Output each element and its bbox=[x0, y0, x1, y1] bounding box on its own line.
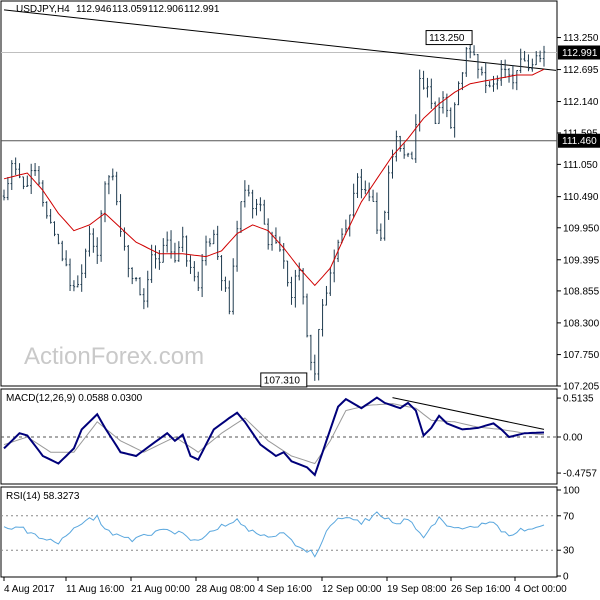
high-annotation-label: 113.250 bbox=[429, 33, 465, 44]
x-tick-label: 4 Sep 16:00 bbox=[258, 584, 312, 595]
ohlc-close: 112.991 bbox=[184, 4, 220, 15]
rsi-tick-label: 0 bbox=[563, 572, 569, 583]
price-tick-label: 107.750 bbox=[563, 350, 600, 361]
x-tick-label: 21 Aug 00:00 bbox=[131, 584, 190, 595]
support-level-tag bbox=[558, 133, 600, 148]
price-tick-label: 110.490 bbox=[563, 192, 599, 203]
x-tick-label: 19 Sep 08:00 bbox=[387, 584, 447, 595]
macd-line bbox=[3, 396, 545, 477]
rsi-line bbox=[3, 511, 545, 558]
x-tick-label: 4 Aug 2017 bbox=[4, 584, 55, 595]
current-price-tag bbox=[558, 45, 600, 60]
price-tick-label: 113.250 bbox=[563, 33, 599, 44]
price-tick-label: 112.695 bbox=[563, 65, 599, 76]
candles bbox=[2, 43, 546, 381]
rsi-panel: 100 70 30 0 bbox=[1, 486, 580, 583]
resistance-trendline bbox=[3, 9, 557, 71]
macd-tick-label: -0.4757 bbox=[563, 469, 597, 480]
low-annotation-label: 107.310 bbox=[264, 375, 301, 386]
rsi-panel-frame bbox=[0, 486, 558, 578]
x-tick-label: 11 Aug 16:00 bbox=[66, 584, 125, 595]
rsi-panel-title: RSI(14) 58.3273 bbox=[6, 491, 80, 502]
rsi-tick-label: 30 bbox=[563, 546, 575, 557]
price-tick-label: 112.140 bbox=[563, 97, 599, 108]
current-price-label: 112.991 bbox=[562, 48, 598, 59]
watermark: ActionForex.com bbox=[24, 343, 204, 370]
price-panel: 113.250112.695112.140111.595111.050110.4… bbox=[1, 9, 600, 393]
price-tick-label: 109.950 bbox=[563, 223, 600, 234]
price-tick-label: 107.205 bbox=[563, 382, 600, 393]
price-tick-label: 108.300 bbox=[563, 318, 600, 329]
x-tick-label: 12 Sep 00:00 bbox=[322, 584, 382, 595]
macd-panel-title: MACD(12,26,9) 0.0588 0.0300 bbox=[6, 393, 143, 404]
rsi-tick-label: 70 bbox=[563, 511, 575, 522]
x-tick-label: 28 Aug 08:00 bbox=[196, 584, 255, 595]
x-tick-label: 26 Sep 16:00 bbox=[451, 584, 511, 595]
price-tick-label: 111.050 bbox=[563, 160, 598, 171]
price-tick-label: 109.395 bbox=[563, 255, 600, 266]
price-panel-title: USDJPY,H4 bbox=[16, 4, 70, 15]
low-annotation-box bbox=[260, 372, 308, 388]
ohlc-low: 112.906 bbox=[148, 4, 184, 15]
ohlc-high: 113.059 bbox=[112, 4, 148, 15]
high-annotation-box bbox=[425, 30, 473, 46]
ohlc-open: 112.946 bbox=[76, 4, 112, 15]
rsi-tick-label: 100 bbox=[563, 486, 580, 497]
x-axis: 4 Aug 2017 11 Aug 16:00 21 Aug 00:00 28 Aug… bbox=[3, 577, 567, 595]
price-tick-label: 108.855 bbox=[563, 286, 600, 297]
macd-tick-label: 0.00 bbox=[563, 433, 583, 444]
macd-tick-label: 0.5135 bbox=[563, 394, 594, 405]
macd-panel: 0.5135 0.00 -0.4757 bbox=[1, 394, 597, 480]
macd-trendline bbox=[392, 397, 545, 430]
support-level-label: 111.460 bbox=[562, 136, 597, 147]
x-tick-label: 4 Oct 00:00 bbox=[515, 584, 567, 595]
macd-signal-line bbox=[3, 403, 545, 465]
moving-average-line bbox=[3, 68, 545, 287]
